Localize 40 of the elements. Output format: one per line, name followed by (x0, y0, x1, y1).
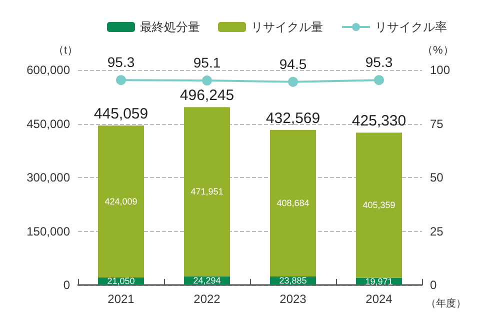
x-tick-label: 2023 (280, 292, 307, 306)
y-tick-label: 0 (63, 278, 70, 292)
y-tick-label: 450,000 (26, 116, 70, 131)
data-label: 405,359 (362, 200, 396, 210)
data-label: 21,050 (107, 276, 135, 286)
data-label: 95.3 (107, 54, 135, 70)
bar (356, 132, 402, 278)
y-axis-title: （t） (52, 44, 78, 56)
y2-tick-label: 0 (430, 278, 437, 292)
data-label: 95.1 (193, 54, 221, 71)
bar (98, 126, 144, 278)
data-label: 424,009 (104, 196, 138, 206)
total-label: 425,330 (352, 112, 406, 130)
total-label: 445,059 (94, 106, 148, 123)
x-axis-title: （年度） (426, 298, 466, 310)
y2-tick-label: 100 (430, 63, 450, 77)
x-tick-label: 2021 (108, 292, 135, 306)
legend-label: リサイクル率 (375, 20, 447, 34)
data-label: 408,684 (276, 198, 310, 208)
y2-tick-label: 25 (430, 224, 444, 238)
x-tick-label: 2024 (366, 292, 393, 306)
legend-label: リサイクル量 (251, 20, 323, 34)
bar (184, 107, 230, 276)
total-label: 496,245 (180, 87, 234, 104)
data-label: 24,294 (193, 276, 221, 286)
bar (270, 130, 316, 276)
data-label: 95.3 (365, 54, 393, 70)
y-tick-label: 600,000 (26, 63, 70, 77)
x-tick-label: 2022 (194, 292, 221, 306)
y-tick-label: 150,000 (26, 224, 70, 238)
y2-axis-title: （%） (422, 44, 454, 56)
data-label: 471,951 (190, 186, 224, 197)
y2-tick-label: 75 (430, 116, 444, 131)
legend-label: 最終処分量 (140, 20, 200, 34)
data-label: 94.5 (279, 56, 307, 72)
data-label: 23,885 (279, 276, 307, 286)
y2-tick-label: 50 (430, 170, 444, 184)
total-label: 432,569 (266, 110, 320, 127)
data-label: 19,971 (365, 276, 393, 286)
y-tick-label: 300,000 (26, 170, 70, 184)
